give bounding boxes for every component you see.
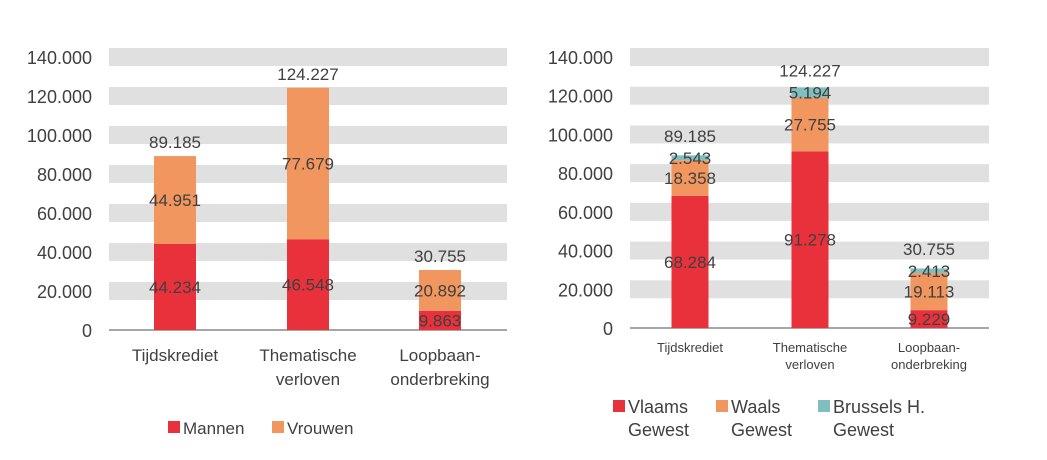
legend-label: Mannen (183, 419, 244, 438)
legend-label: Gewest (731, 420, 792, 440)
legend-swatch (818, 400, 830, 412)
legend-label: Gewest (628, 420, 689, 440)
data-label: 2.413 (908, 262, 951, 281)
gridline-band (109, 48, 507, 66)
data-label: 5.194 (789, 84, 832, 103)
data-label: 9.863 (419, 311, 462, 330)
x-tick-label: Loopbaan- (898, 340, 960, 355)
total-label: 30.755 (903, 240, 955, 259)
legend-swatch (272, 421, 284, 433)
y-tick-label: 100.000 (27, 126, 92, 146)
data-label: 27.755 (784, 115, 836, 134)
bar-segment (791, 97, 829, 152)
data-label: 9.229 (908, 310, 951, 329)
x-tick-label: onderbreking (390, 370, 489, 389)
y-tick-label: 40.000 (558, 242, 613, 262)
x-tick-label: Tijdskrediet (132, 346, 219, 365)
y-tick-label: 120.000 (548, 87, 613, 107)
chart-2: 0 20.000 40.000 60.000 80.000 100.000 120.000 1… (548, 48, 989, 440)
data-label: 18.358 (664, 169, 716, 188)
legend-label: Vrouwen (287, 419, 353, 438)
bar-segment (671, 155, 709, 161)
legend-swatch (613, 400, 625, 412)
data-label: 77.679 (282, 154, 334, 173)
x-tick-label: onderbreking (891, 357, 967, 372)
data-label: 46.548 (282, 276, 334, 295)
bar-segment (154, 243, 196, 330)
legend-label: Gewest (833, 420, 894, 440)
data-label: 44.234 (149, 278, 201, 297)
bar-segment (910, 310, 948, 328)
data-label: 68.284 (664, 253, 716, 272)
y-tick-label: 0 (603, 319, 613, 339)
bar-segment (910, 273, 948, 311)
legend-label: Brussels H. (833, 397, 925, 417)
x-tick-label: Thematische (773, 340, 847, 355)
y-tick-label: 20.000 (37, 282, 92, 302)
x-tick-label: verloven (785, 357, 834, 372)
legend-label: Waals (731, 397, 780, 417)
chart-1: 0 20.000 40.000 60.000 80.000 100.000 120.000 1… (27, 48, 507, 438)
y-tick-label: 60.000 (558, 203, 613, 223)
total-label: 89.185 (664, 127, 716, 146)
total-label: 30.755 (414, 247, 466, 266)
bar-segment (671, 160, 709, 196)
data-label: 91.278 (784, 231, 836, 250)
bar-segment (419, 310, 461, 330)
x-tick-label: Tijdskrediet (657, 340, 723, 355)
total-label: 89.185 (149, 133, 201, 152)
bar-segment (287, 239, 329, 330)
x-tick-label: Thematische (259, 346, 356, 365)
total-label: 124.227 (779, 62, 840, 81)
bar-segment (791, 151, 829, 328)
y-tick-label: 20.000 (558, 280, 613, 300)
y-tick-label: 140.000 (27, 48, 92, 68)
y-tick-label: 60.000 (37, 204, 92, 224)
bar-segment (910, 268, 948, 274)
legend-swatch (168, 421, 180, 433)
x-tick-label: verloven (276, 370, 340, 389)
data-label: 44.951 (149, 191, 201, 210)
y-tick-label: 100.000 (548, 125, 613, 145)
bar-segment (154, 156, 196, 244)
x-tick-label: Loopbaan- (399, 346, 480, 365)
total-label: 124.227 (277, 65, 338, 84)
y-tick-label: 80.000 (37, 165, 92, 185)
bar-segment (287, 87, 329, 240)
data-label: 20.892 (414, 281, 466, 300)
y-tick-label: 40.000 (37, 243, 92, 263)
gridline-band (630, 48, 989, 66)
data-label: 2.543 (669, 149, 712, 168)
bar-segment (419, 270, 461, 311)
y-tick-label: 140.000 (548, 48, 613, 68)
legend-swatch (716, 400, 728, 412)
legend-label: Vlaams (628, 397, 688, 417)
y-tick-label: 0 (82, 321, 92, 341)
bar-segment (791, 87, 829, 98)
bar-segment (671, 195, 709, 328)
y-tick-label: 80.000 (558, 164, 613, 184)
y-tick-label: 120.000 (27, 87, 92, 107)
data-label: 19.113 (904, 283, 955, 302)
